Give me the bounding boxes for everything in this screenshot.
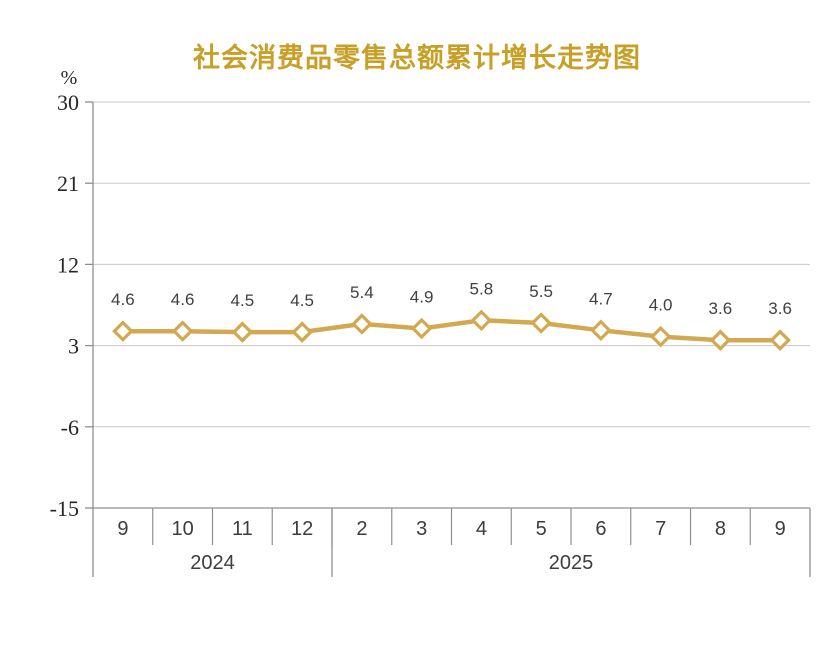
month-label: 12 bbox=[291, 518, 313, 540]
y-axis-tick-label: 30 bbox=[57, 90, 79, 115]
data-point-marker bbox=[410, 317, 433, 340]
y-axis-tick-label: -15 bbox=[50, 496, 79, 521]
month-label: 5 bbox=[536, 518, 547, 540]
data-label: 4.6 bbox=[171, 290, 195, 309]
data-label: 4.0 bbox=[649, 296, 673, 315]
data-point-marker bbox=[231, 321, 254, 343]
month-label: 6 bbox=[595, 518, 606, 540]
data-point-marker bbox=[649, 325, 672, 348]
year-label: 2025 bbox=[549, 552, 594, 574]
y-axis-tick-label: 21 bbox=[57, 171, 79, 196]
month-label: 11 bbox=[232, 518, 253, 540]
data-point-marker bbox=[470, 309, 493, 332]
year-label: 2024 bbox=[190, 552, 235, 574]
data-label: 5.4 bbox=[350, 283, 374, 302]
data-label: 4.7 bbox=[589, 289, 613, 308]
y-axis-tick-label: -6 bbox=[61, 415, 79, 440]
chart-title: 社会消费品零售总额累计增长走势图 bbox=[193, 43, 641, 73]
data-point-marker bbox=[112, 320, 134, 342]
data-point-marker bbox=[171, 320, 194, 342]
month-label: 10 bbox=[172, 518, 194, 540]
month-label: 4 bbox=[476, 518, 487, 540]
data-label: 4.6 bbox=[111, 290, 135, 309]
data-point-marker bbox=[530, 312, 552, 334]
month-label: 3 bbox=[416, 518, 427, 540]
data-point-marker bbox=[291, 321, 313, 343]
data-label: 3.6 bbox=[709, 299, 733, 318]
month-label: 7 bbox=[655, 518, 666, 540]
y-axis-tick-label: 3 bbox=[68, 334, 79, 359]
month-label: 9 bbox=[775, 518, 786, 540]
data-point-marker bbox=[351, 313, 373, 335]
data-point-marker bbox=[590, 319, 612, 342]
data-point-marker bbox=[709, 329, 732, 351]
data-label: 5.5 bbox=[529, 282, 553, 301]
data-label: 5.8 bbox=[470, 279, 494, 298]
y-axis-unit-label: % bbox=[61, 67, 78, 89]
data-label: 4.9 bbox=[410, 287, 434, 306]
month-label: 8 bbox=[715, 518, 726, 540]
data-point-marker bbox=[769, 329, 791, 351]
month-label: 9 bbox=[117, 518, 128, 540]
y-axis-tick-label: 12 bbox=[57, 252, 79, 277]
series-line bbox=[120, 318, 783, 343]
data-label: 4.5 bbox=[231, 291, 255, 310]
data-label: 3.6 bbox=[768, 299, 792, 318]
month-label: 2 bbox=[356, 518, 367, 540]
data-label: 4.5 bbox=[290, 291, 314, 310]
